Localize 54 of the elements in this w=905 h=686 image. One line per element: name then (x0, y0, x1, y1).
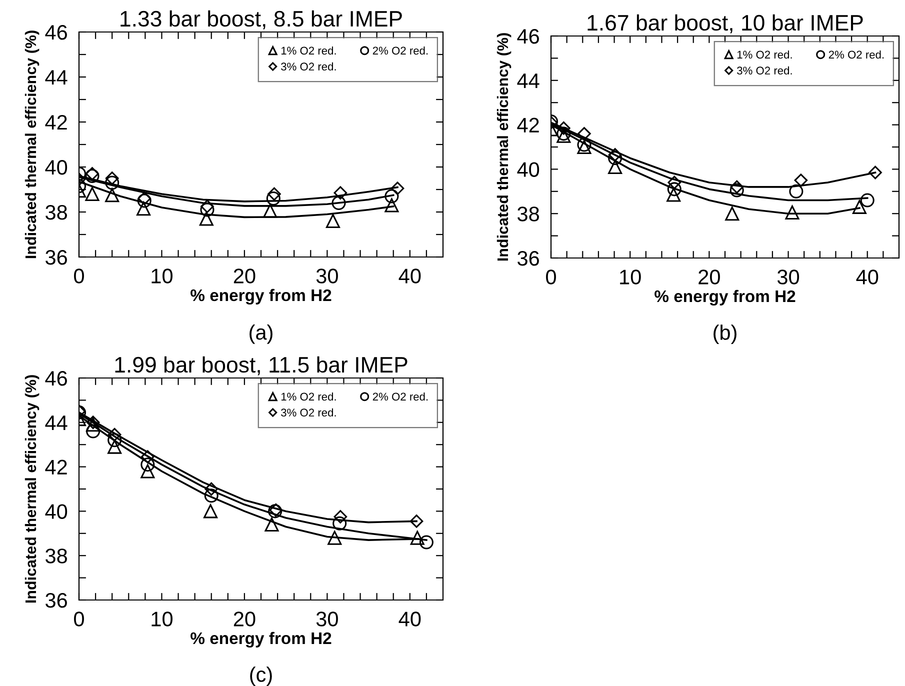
y-tick-label: 38 (518, 206, 539, 222)
x-tick-label: 0 (74, 612, 84, 626)
x-tick-label: 10 (152, 268, 172, 284)
x-tick-label: 20 (234, 268, 256, 284)
x-tick-label: 40 (398, 612, 421, 626)
legend-label: 2% O2 red. (372, 392, 428, 401)
y-axis-title: Indicated thermal efficiency (%) (24, 30, 40, 258)
y-tick-label: 36 (518, 251, 539, 266)
y-tick-label: 46 (517, 29, 539, 44)
x-axis-title: % energy from H2 (190, 632, 332, 648)
y-tick-label: 46 (45, 25, 67, 40)
chart-title: 1.67 bar boost, 10 bar IMEP (588, 14, 863, 34)
x-tick-label: 10 (152, 612, 172, 626)
y-tick-label: 44 (45, 70, 68, 85)
y-tick-label: 42 (45, 115, 67, 130)
y-tick-label: 36 (46, 250, 67, 265)
x-tick-label: 10 (620, 270, 641, 284)
x-tick-label: 40 (856, 270, 878, 284)
y-tick-label: 38 (46, 548, 67, 564)
chart-title: 1.33 bar boost, 8.5 bar IMEP (120, 10, 402, 30)
legend-label: 3% O2 red. (737, 66, 792, 75)
y-tick-label: 40 (517, 162, 540, 177)
legend-label: 1% O2 red. (737, 50, 792, 59)
y-tick-label: 44 (45, 416, 68, 430)
legend-label: 1% O2 red. (281, 392, 336, 401)
y-axis-title: Indicated thermal efficiency (%) (496, 33, 512, 261)
x-tick-label: 20 (234, 612, 256, 626)
y-tick-label: 38 (46, 205, 67, 220)
x-tick-label: 20 (698, 270, 720, 284)
y-tick-label: 42 (517, 118, 539, 132)
x-tick-label: 40 (398, 268, 421, 284)
x-tick-label: 30 (777, 270, 800, 284)
text: (c) (250, 666, 272, 686)
x-tick-label: 30 (316, 268, 338, 284)
chart-title: 1.99 bar boost, 11.5 bar IMEP (115, 356, 408, 376)
legend-label: 1% O2 red. (281, 46, 336, 55)
legend-label: 2% O2 red. (828, 50, 884, 59)
y-tick-label: 36 (46, 593, 67, 608)
legend-label: 3% O2 red. (281, 408, 336, 417)
x-tick-label: 30 (316, 612, 338, 626)
x-axis-title: % energy from H2 (190, 288, 332, 305)
y-tick-label: 40 (45, 504, 68, 519)
y-tick-label: 40 (45, 160, 68, 175)
text: (a) (250, 324, 272, 344)
legend-label: 2% O2 red. (372, 46, 428, 55)
x-tick-label: 0 (74, 268, 84, 284)
x-tick-label: 0 (546, 270, 556, 284)
y-tick-label: 44 (517, 74, 540, 88)
y-tick-label: 46 (45, 371, 67, 386)
y-axis-title: Indicated thermal efficiency (%) (24, 375, 40, 603)
y-tick-label: 42 (45, 460, 67, 474)
legend-label: 3% O2 red. (281, 62, 336, 71)
text: (b) (714, 324, 736, 344)
x-axis-title: % energy from H2 (654, 290, 796, 306)
